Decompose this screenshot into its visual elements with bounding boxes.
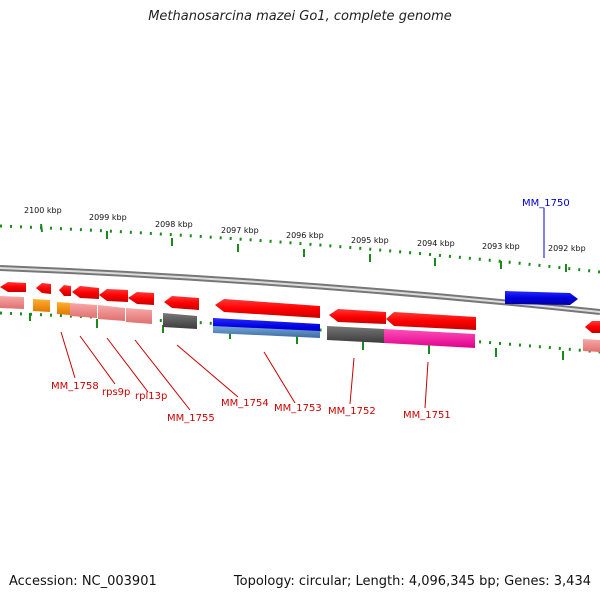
cog-bar: [163, 313, 197, 329]
reverse-strand-genes: [0, 282, 600, 333]
scale-tick: [40, 223, 43, 233]
gene-mm1752[interactable]: [329, 309, 386, 324]
cog-bar: [384, 329, 475, 348]
cog-bar: [98, 305, 125, 321]
scale-label: 2100 kbp: [24, 206, 62, 215]
gene-arrow[interactable]: [0, 282, 26, 292]
gene-arrow[interactable]: [585, 321, 600, 333]
cog-bar: [327, 326, 384, 343]
gene-label-mm1750[interactable]: MM_1750: [522, 198, 570, 209]
gene-label-mm1754[interactable]: MM_1754: [221, 398, 269, 409]
cog-bar: [583, 339, 600, 352]
scale-label: 2097 kbp: [221, 226, 259, 235]
gene-label-mm1751[interactable]: MM_1751: [403, 410, 451, 421]
cog-bar: [33, 299, 50, 312]
label-leaders: [60, 331, 429, 411]
cog-category-ring: [0, 296, 600, 352]
gene-mm1755[interactable]: [128, 292, 154, 305]
gene-mm1758[interactable]: [59, 285, 71, 296]
gene-label-mm1752[interactable]: MM_1752: [328, 406, 376, 417]
gene-label-mm1753[interactable]: MM_1753: [274, 403, 322, 414]
cog-bar: [0, 296, 24, 309]
gene-rpl13p[interactable]: [99, 289, 128, 302]
gene-mm1754[interactable]: [164, 296, 199, 310]
gene-label-rps9p[interactable]: rps9p: [102, 387, 130, 398]
forward-strand-genes: [505, 291, 578, 305]
gene-mm1750[interactable]: [505, 291, 578, 305]
gene-label-mm1758[interactable]: MM_1758: [51, 381, 99, 392]
gene-mm1751[interactable]: [386, 312, 476, 330]
genome-summary-text: Topology: circular; Length: 4,096,345 bp…: [233, 574, 591, 589]
map-title: Methanosarcina mazei Go1, complete genom…: [148, 9, 452, 24]
gene-label-mm1755[interactable]: MM_1755: [167, 413, 215, 424]
cog-bar: [126, 308, 152, 324]
scale-label: 2093 kbp: [482, 242, 520, 251]
scale-label: 2099 kbp: [89, 213, 127, 222]
cog-bar: [57, 302, 70, 315]
scale-label: 2098 kbp: [155, 220, 193, 229]
cog-bar: [213, 326, 320, 338]
cog-bar: [70, 303, 97, 318]
accession-text: Accession: NC_003901: [9, 574, 157, 589]
scale-label: 2095 kbp: [351, 236, 389, 245]
outer-scale-ring: 2100 kbp 2099 kbp 2098 kbp 2097 kbp 2096…: [0, 206, 600, 274]
gene-label-rpl13p[interactable]: rpl13p: [135, 391, 167, 402]
gene-mm1753[interactable]: [215, 299, 320, 318]
scale-label: 2092 kbp: [548, 244, 586, 253]
gene-arrow[interactable]: [36, 283, 51, 294]
scale-label: 2096 kbp: [286, 231, 324, 240]
gene-rps9p[interactable]: [72, 286, 99, 299]
scale-label: 2094 kbp: [417, 239, 455, 248]
